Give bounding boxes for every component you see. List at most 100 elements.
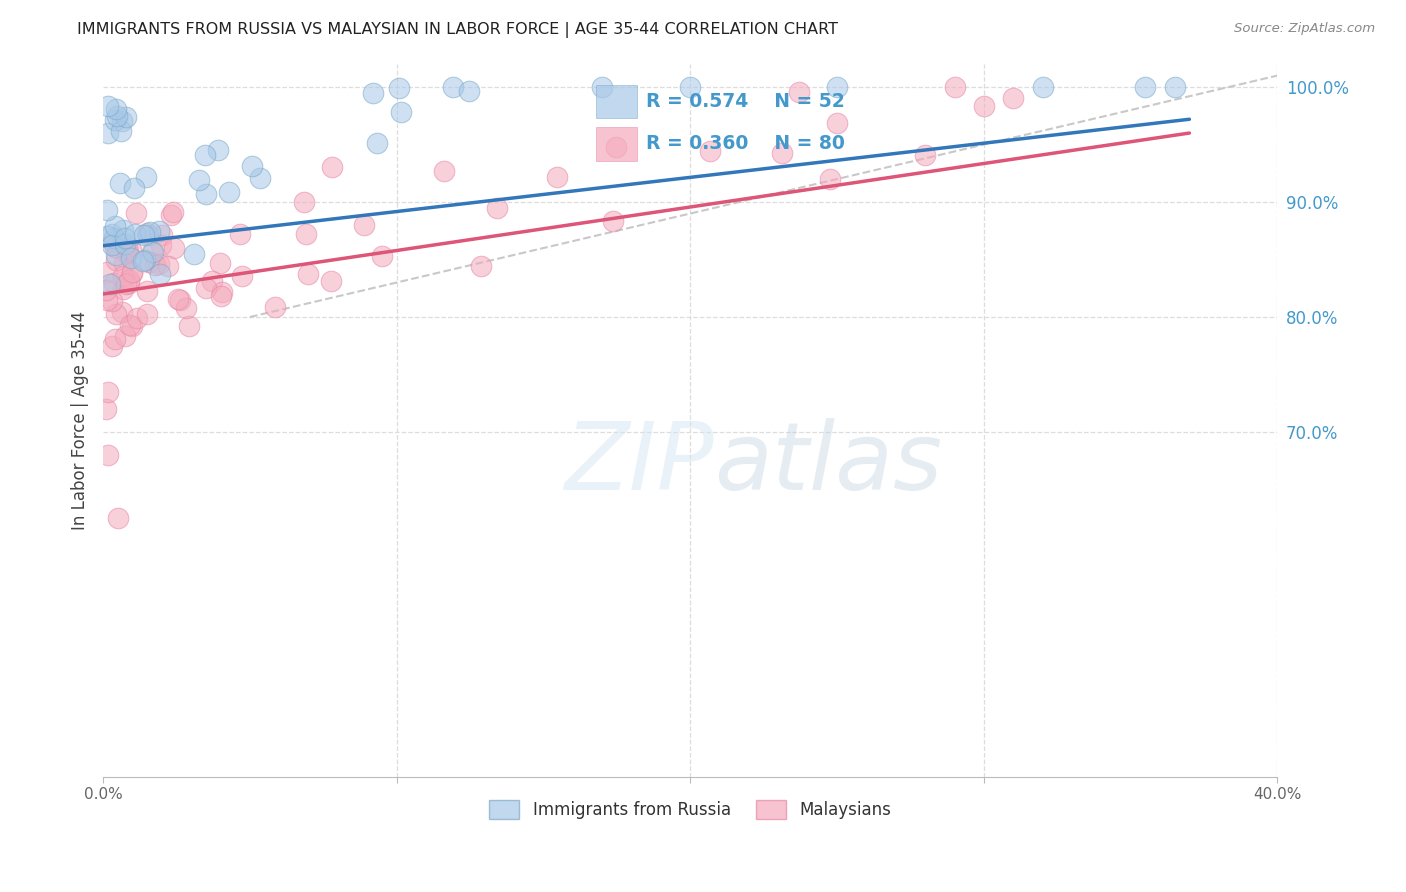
Point bbox=[143, 258, 166, 272]
Point bbox=[229, 227, 252, 241]
Point bbox=[136, 308, 159, 322]
Point bbox=[110, 124, 132, 138]
Point bbox=[96, 202, 118, 217]
Point bbox=[96, 99, 118, 113]
Point bbox=[115, 246, 138, 260]
Point bbox=[825, 80, 848, 95]
Point bbox=[973, 99, 995, 113]
Point bbox=[111, 305, 134, 319]
Point bbox=[97, 126, 120, 140]
Point bbox=[103, 240, 125, 254]
Point bbox=[1164, 80, 1187, 95]
Point bbox=[770, 146, 793, 161]
Point bbox=[117, 245, 139, 260]
Point bbox=[104, 307, 127, 321]
Point bbox=[114, 329, 136, 343]
Point bbox=[605, 140, 627, 154]
Point bbox=[135, 169, 157, 184]
Point bbox=[353, 218, 375, 232]
Text: ZIP: ZIP bbox=[564, 417, 714, 508]
Point bbox=[104, 333, 127, 347]
Point bbox=[103, 231, 125, 245]
Point bbox=[321, 160, 343, 174]
Point bbox=[825, 116, 848, 130]
Point bbox=[1135, 80, 1157, 95]
Point bbox=[118, 276, 141, 290]
Point bbox=[134, 253, 156, 268]
Point bbox=[148, 224, 170, 238]
Point bbox=[120, 251, 142, 265]
Point bbox=[292, 195, 315, 210]
Point bbox=[187, 172, 209, 186]
Point bbox=[1032, 80, 1054, 95]
Point bbox=[101, 339, 124, 353]
Point bbox=[112, 256, 135, 270]
Point bbox=[104, 112, 127, 127]
Point bbox=[114, 231, 136, 245]
Point bbox=[103, 277, 125, 291]
Point bbox=[240, 159, 263, 173]
Point bbox=[166, 292, 188, 306]
Point bbox=[943, 80, 966, 95]
Point bbox=[132, 253, 155, 268]
Point bbox=[200, 275, 222, 289]
Point bbox=[441, 80, 464, 95]
Point bbox=[100, 227, 122, 241]
Point bbox=[820, 171, 842, 186]
Point bbox=[111, 114, 134, 128]
Point bbox=[458, 84, 481, 98]
Point bbox=[319, 274, 342, 288]
Point bbox=[263, 300, 285, 314]
Point bbox=[97, 448, 120, 462]
Point bbox=[105, 102, 128, 116]
Point bbox=[135, 285, 157, 299]
Point bbox=[297, 267, 319, 281]
Point bbox=[124, 227, 146, 241]
Point bbox=[121, 266, 143, 280]
Point bbox=[485, 201, 508, 215]
Point bbox=[591, 80, 613, 95]
Point bbox=[121, 318, 143, 333]
Point bbox=[120, 243, 142, 257]
Point bbox=[150, 228, 173, 243]
Point bbox=[148, 257, 170, 271]
Point bbox=[105, 247, 128, 261]
Point bbox=[149, 238, 172, 252]
Point bbox=[107, 511, 129, 525]
Point bbox=[1002, 91, 1025, 105]
Point bbox=[96, 283, 118, 297]
Point bbox=[602, 214, 624, 228]
Point bbox=[370, 249, 392, 263]
Point bbox=[101, 294, 124, 309]
Point bbox=[108, 176, 131, 190]
Point bbox=[366, 136, 388, 151]
Point bbox=[231, 268, 253, 283]
Point bbox=[104, 219, 127, 233]
Y-axis label: In Labor Force | Age 35-44: In Labor Force | Age 35-44 bbox=[72, 311, 89, 530]
Point bbox=[249, 171, 271, 186]
Point bbox=[169, 293, 191, 307]
Point bbox=[138, 255, 160, 269]
Point bbox=[679, 80, 702, 95]
Point bbox=[142, 245, 165, 260]
Point bbox=[111, 223, 134, 237]
Point bbox=[136, 228, 159, 243]
Point bbox=[183, 247, 205, 261]
Point bbox=[115, 241, 138, 255]
Point bbox=[100, 277, 122, 291]
Point bbox=[125, 310, 148, 325]
Point bbox=[433, 164, 456, 178]
Point bbox=[546, 169, 568, 184]
Point bbox=[120, 318, 142, 332]
Point bbox=[162, 205, 184, 219]
Point bbox=[118, 273, 141, 287]
Point bbox=[141, 245, 163, 260]
Point bbox=[294, 227, 316, 241]
Point bbox=[101, 238, 124, 252]
Point bbox=[101, 235, 124, 249]
Point bbox=[104, 252, 127, 267]
Point bbox=[114, 237, 136, 252]
Point bbox=[209, 289, 232, 303]
Point bbox=[125, 206, 148, 220]
Point bbox=[914, 148, 936, 162]
